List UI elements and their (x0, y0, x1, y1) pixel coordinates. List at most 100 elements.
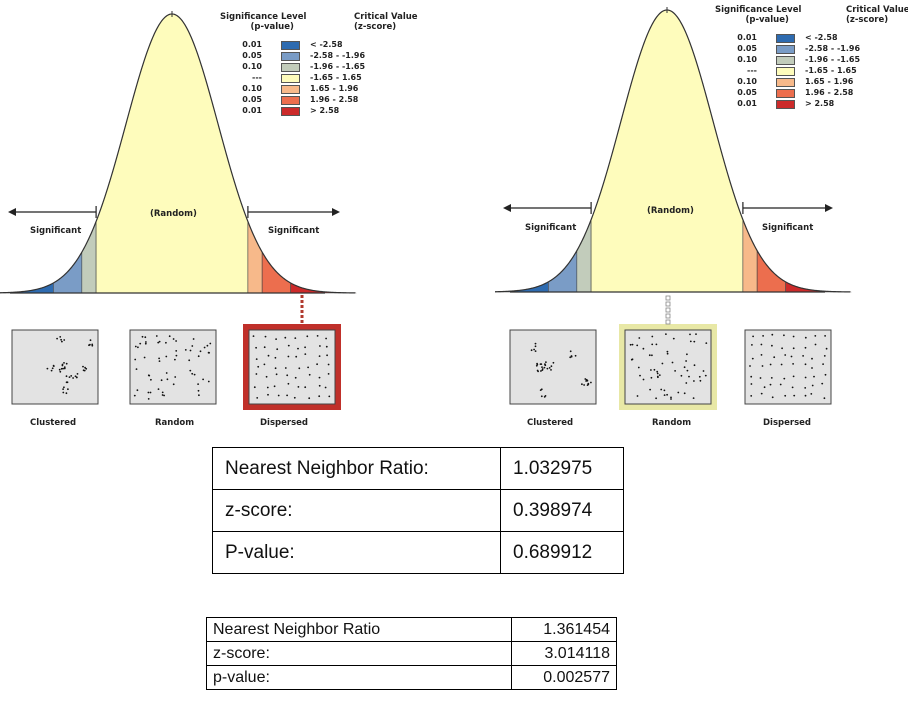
point (670, 396, 672, 399)
legend-swatch (281, 96, 300, 105)
point (655, 397, 657, 400)
point (188, 359, 191, 362)
point (783, 377, 786, 380)
point (629, 343, 632, 346)
point (150, 378, 152, 381)
point (546, 367, 549, 370)
point (689, 333, 691, 336)
left-random-label: (Random) (150, 209, 197, 219)
legend-z-range: > 2.58 (310, 106, 340, 115)
point (89, 339, 92, 342)
point (50, 369, 53, 372)
point (685, 360, 687, 362)
point (770, 377, 773, 379)
point (287, 355, 290, 358)
legend-row: 0.10 1.65 - 1.96 (218, 83, 478, 94)
point (286, 374, 289, 377)
point (325, 345, 328, 348)
point (824, 373, 827, 376)
legend-sig-title: Significance Level (220, 12, 307, 22)
connector-dot (665, 301, 671, 307)
point (650, 376, 653, 379)
point (686, 369, 689, 372)
point (294, 376, 297, 379)
point (656, 375, 659, 378)
point (763, 386, 766, 389)
point (191, 345, 194, 347)
legend-p-value: 0.10 (242, 84, 262, 93)
point (648, 354, 651, 357)
point (792, 347, 795, 350)
point (823, 397, 826, 400)
point (161, 391, 164, 394)
point (534, 342, 537, 345)
point (67, 388, 69, 391)
point (666, 393, 668, 396)
left-random-pattern-label: Random (155, 418, 195, 428)
point (326, 354, 328, 357)
legend-z-range: < -2.58 (310, 40, 343, 49)
left-arrow-head (503, 204, 511, 212)
point (192, 338, 195, 340)
table-cell-label: Nearest Neighbor Ratio (206, 617, 512, 642)
point (298, 367, 301, 370)
connector-dot (665, 295, 671, 301)
point (790, 355, 793, 358)
point (293, 396, 296, 399)
point (147, 374, 150, 377)
point (65, 362, 68, 365)
point (671, 361, 674, 364)
connector-dot (665, 313, 671, 319)
legend-p-value: 0.05 (737, 88, 757, 97)
point (590, 381, 592, 384)
point (72, 377, 74, 379)
left-significant-left-label: Significant (30, 226, 82, 236)
point (66, 381, 69, 384)
legend-p-value: 0.10 (242, 62, 262, 71)
point (705, 342, 708, 344)
left-significant-right-label: Significant (268, 226, 320, 236)
point (306, 335, 309, 338)
point (139, 342, 142, 345)
legend-swatch (776, 45, 795, 54)
point (158, 360, 161, 362)
point (297, 386, 300, 388)
point (642, 378, 645, 381)
dispersed-pattern-box (248, 329, 336, 405)
dispersed-pattern-box (744, 329, 832, 405)
point (52, 365, 55, 367)
point (663, 389, 666, 392)
point (197, 389, 200, 392)
point (569, 350, 572, 353)
point (308, 373, 311, 376)
point (265, 375, 268, 378)
point (63, 386, 65, 389)
point (63, 366, 66, 369)
point (60, 338, 62, 341)
point (161, 394, 164, 396)
legend-p-value: 0.01 (737, 99, 757, 108)
point (636, 395, 639, 397)
point (168, 335, 171, 338)
point (163, 394, 166, 397)
legend-z-range: > 2.58 (805, 99, 835, 108)
point (655, 343, 658, 346)
point (541, 366, 543, 368)
point (695, 333, 697, 335)
point (328, 395, 331, 398)
point (760, 392, 763, 395)
legend-row: 0.05 -2.58 - -1.96 (218, 50, 478, 61)
legend-swatch (776, 89, 795, 98)
point (70, 375, 73, 377)
legend-z-range: < -2.58 (805, 33, 838, 42)
point (134, 358, 137, 361)
point (639, 374, 641, 377)
legend-row: 0.01 > 2.58 (713, 98, 908, 109)
legend-swatch (281, 107, 300, 116)
legend-p-value: 0.10 (737, 55, 757, 64)
point (674, 370, 676, 372)
point (82, 369, 85, 372)
point (769, 363, 772, 366)
point (144, 336, 147, 339)
point (62, 391, 65, 394)
